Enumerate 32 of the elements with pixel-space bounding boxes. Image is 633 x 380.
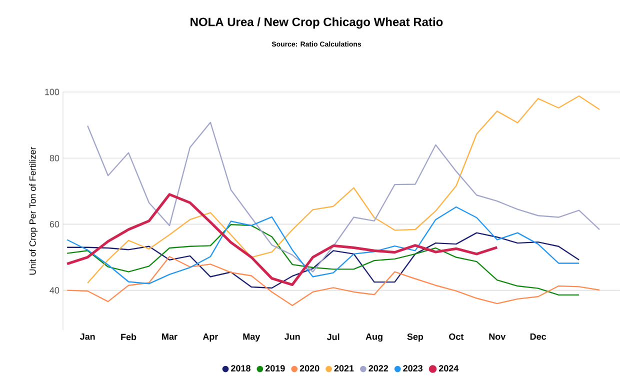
x-tick-label: Aug [366,334,382,342]
x-tick-label: Dec [530,334,546,340]
line-series [66,224,580,296]
legend-label: 2023 [403,365,423,372]
x-tick-label: May [243,334,260,342]
y-tick-label: 60 [50,221,60,228]
line-series [66,232,580,289]
x-tick-label: Jul [326,334,340,340]
chart-title: NOLA Urea / New Crop Chicago Wheat Ratio [190,17,443,29]
y-tick-label: 80 [50,154,60,162]
line-series [86,122,600,272]
x-tick-label: Nov [489,334,506,340]
x-tick-label: Mar [162,334,178,340]
legend-label: 2020 [300,365,320,372]
x-tick-label: Feb [121,334,136,340]
x-tick-label: Sep [407,334,424,342]
x-tick-label: Jun [284,334,300,340]
x-tick-label: Jan [80,334,95,340]
x-tick-label: Apr [202,334,218,342]
line-series [66,193,498,286]
y-axis-title: Unit of Crop Per Ton of Fertilizer [29,146,38,275]
line-series [66,206,580,284]
x-tick-label: Oct [449,334,464,340]
line-series [86,95,600,284]
legend-label: 2022 [368,365,388,372]
y-tick-label: 100 [45,88,60,96]
y-tick-label: 40 [50,287,60,294]
legend-label: 2021 [334,365,354,372]
legend-label: 2024 [438,365,459,372]
legend-label: 2018 [231,365,250,372]
line-series [66,256,600,306]
legend-label: 2019 [265,365,285,372]
